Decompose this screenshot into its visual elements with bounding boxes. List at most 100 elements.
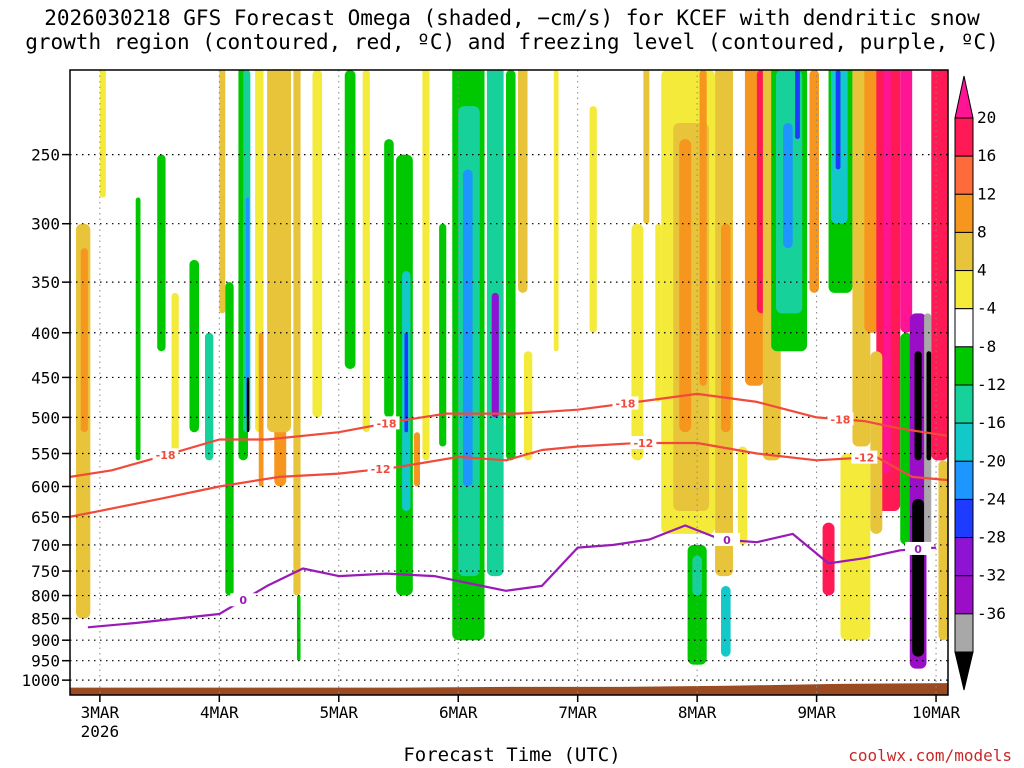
omega-shaded-cell	[293, 70, 301, 596]
omega-shaded-cell	[296, 595, 301, 661]
omega-shaded-cell	[692, 555, 702, 596]
omega-shaded-cell	[171, 292, 179, 461]
contour-label-background	[367, 462, 394, 476]
omega-shaded-cell	[404, 332, 409, 433]
contour-label: -18	[616, 397, 636, 410]
omega-shaded-cell	[135, 197, 141, 461]
time-tick-label: 6MAR	[439, 703, 478, 722]
colorbar-bin	[954, 460, 974, 500]
pressure-tick-label: 1000	[21, 671, 60, 690]
colorbar-bin	[954, 422, 974, 462]
contour-label: -18	[377, 417, 397, 430]
omega-shaded-cell	[219, 70, 226, 314]
pressure-tick-label: 650	[31, 508, 60, 527]
colorbar-bin	[954, 155, 974, 195]
pressure-tick-label: 450	[31, 368, 60, 387]
omega-shaded-cell	[931, 70, 948, 461]
colorbar-label: -16	[977, 413, 1006, 432]
colorbar-bin	[954, 308, 974, 348]
omega-shaded-cell	[721, 585, 731, 657]
contour-label-background	[714, 532, 741, 546]
colorbar-bin	[954, 498, 974, 539]
omega-shaded-cell	[157, 154, 166, 352]
pressure-tick-label: 550	[31, 444, 60, 463]
pressure-tick-label: 300	[31, 215, 60, 234]
pressure-tick-label: 500	[31, 408, 60, 427]
pressure-tick-label: 250	[31, 146, 60, 165]
time-tick-sublabel: 2026	[81, 722, 120, 741]
contour-label: -18	[831, 413, 851, 426]
omega-shaded-cell	[835, 70, 841, 170]
omega-shaded-cell	[267, 70, 291, 433]
plot-frame	[69, 69, 949, 696]
omega-shaded-cell	[699, 70, 707, 386]
pressure-tick-label: 950	[31, 652, 60, 671]
omega-shaded-cell	[245, 197, 250, 418]
colorbar-arrow-bottom	[954, 651, 974, 691]
contour-label: 0	[239, 594, 247, 607]
time-tick-label: 5MAR	[320, 703, 359, 722]
colorbar: 20 16 12 8 4 -4 -8 -12 -16 -20 -24 -28 -32 -36	[954, 75, 1006, 691]
colorbar-label: -36	[977, 604, 1006, 623]
contour-label: 0	[914, 543, 922, 556]
time-tick-label: 8MAR	[678, 703, 717, 722]
contour-label-background	[152, 448, 179, 462]
pressure-axis: 250 300 350 400 450 500 550 600 650 700 750 800 850 9…	[21, 146, 70, 690]
omega-shaded-cell	[783, 122, 793, 249]
time-tick-label: 4MAR	[200, 703, 239, 722]
colorbar-label: -12	[977, 375, 1006, 394]
omega-shaded-cell	[870, 351, 883, 534]
colorbar-label: 8	[977, 222, 987, 241]
omega-shaded-cell	[523, 351, 533, 461]
contour-label: 0	[723, 534, 731, 547]
omega-shaded-cell	[517, 70, 528, 293]
colorbar-bin	[954, 270, 974, 310]
colorbar-bin	[954, 575, 974, 615]
omega-shaded-cell	[80, 248, 88, 433]
colorbar-bin	[954, 231, 974, 272]
grid-layer	[70, 70, 948, 695]
colorbar-bin	[954, 117, 974, 157]
omega-shaded-cell	[463, 169, 473, 487]
omega-shaded-cell	[422, 70, 430, 461]
colorbar-label: 20	[977, 108, 996, 127]
omega-shaded-cell	[99, 70, 106, 198]
omega-shaded-cell	[189, 259, 200, 433]
pressure-tick-label: 900	[31, 631, 60, 650]
omega-shaded-cell	[258, 332, 264, 487]
omega-shading-layer	[75, 70, 948, 669]
omega-shaded-cell	[914, 351, 922, 461]
colorbar-label: -20	[977, 451, 1006, 470]
credit-link[interactable]: coolwx.com/models	[848, 746, 1012, 765]
x-axis-title: Forecast Time (UTC)	[403, 744, 621, 766]
omega-shaded-cell	[362, 70, 370, 433]
contour-label-background	[630, 436, 657, 450]
colorbar-label: -4	[977, 299, 996, 318]
pressure-tick-label: 600	[31, 477, 60, 496]
omega-shaded-cell	[344, 70, 356, 369]
contour-label: -18	[156, 449, 176, 462]
omega-shaded-cell	[553, 70, 559, 352]
dgz-contour-minus12	[70, 441, 948, 518]
freezing-level-contour	[87, 524, 937, 629]
contour-label-background	[230, 593, 257, 607]
omega-shaded-cell	[643, 70, 650, 224]
colorbar-bin	[954, 193, 974, 233]
contour-label: -12	[854, 452, 874, 465]
omega-shaded-cell	[384, 139, 394, 418]
omega-shaded-cell	[737, 446, 748, 545]
time-tick-label: 7MAR	[558, 703, 597, 722]
contour-label: -12	[633, 437, 653, 450]
omega-shaded-cell	[631, 223, 644, 461]
pressure-tick-label: 400	[31, 324, 60, 343]
colorbar-label: -32	[977, 566, 1006, 585]
colorbar-label: -28	[977, 528, 1006, 547]
contour-layer: -18 -18 -18 -18 -12 -12 -12 0 0 0	[70, 392, 948, 629]
colorbar-label: -8	[977, 337, 996, 356]
omega-shaded-cell	[246, 377, 250, 433]
omega-shaded-cell	[439, 223, 447, 447]
colorbar-label: 16	[977, 146, 996, 165]
omega-shaded-cell	[506, 70, 516, 461]
